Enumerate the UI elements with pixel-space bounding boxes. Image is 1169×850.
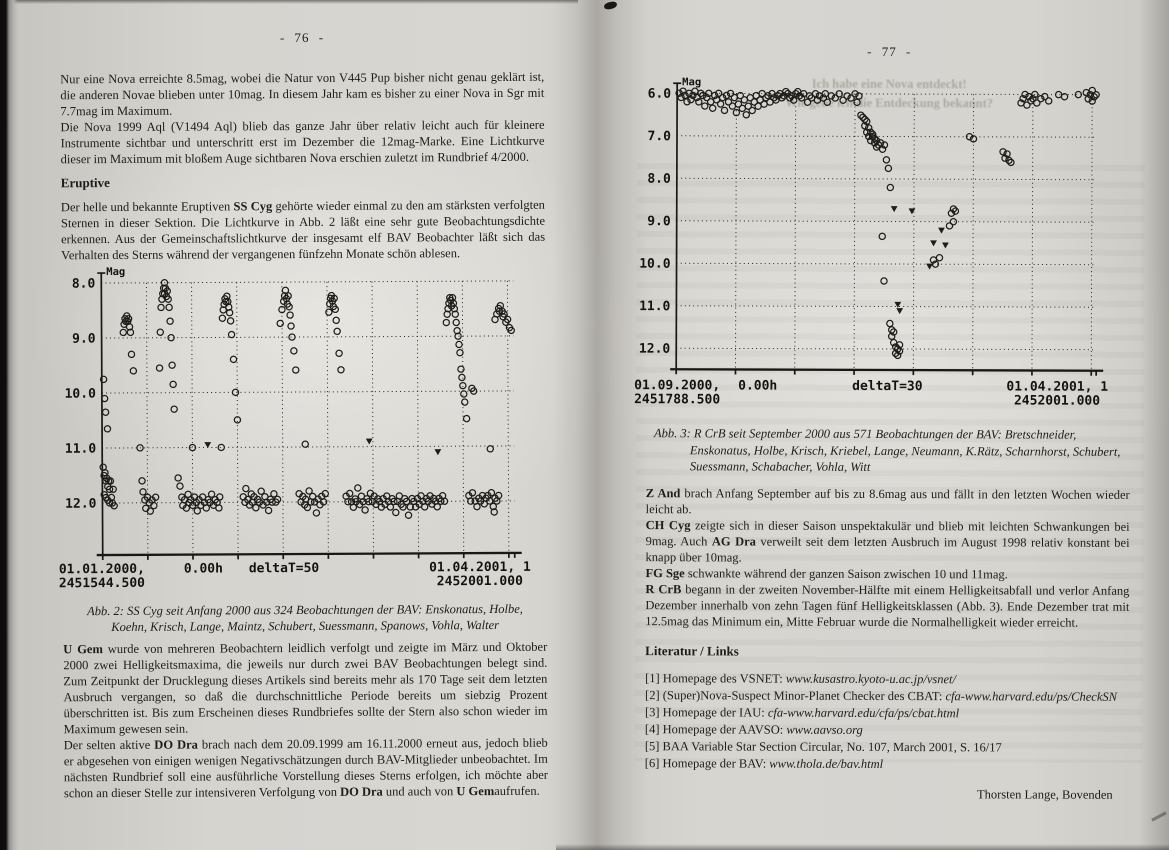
svg-text:01.01.2000,: 01.01.2000, xyxy=(59,562,145,577)
light-curve-figure-abb3: 6.0 7.0 8.0 9.0 10.0 11.0 12.0 Mag 01.09.2000, 0.… xyxy=(634,76,1131,419)
reference-item-3: [3] Homepage der IAU: cfa-www.harvard.ed… xyxy=(644,704,960,720)
paragraph-z-and: Z And brach Anfang September auf bis zu … xyxy=(645,485,1130,516)
svg-text:10.0: 10.0 xyxy=(65,387,97,402)
page-gutter-shadow xyxy=(552,0,648,850)
reference-item-2: [2] (Super)Nova-Suspect Minor-Planet Che… xyxy=(645,687,1118,704)
paragraph-u-gem: U Gem wurde von mehreren Beobachtern lei… xyxy=(63,639,548,737)
paragraph-r-crb: R CrB begann in der zweiten November-Häl… xyxy=(645,581,1130,630)
svg-text:9.0: 9.0 xyxy=(647,214,671,229)
svg-text:2452001.000: 2452001.000 xyxy=(437,574,523,589)
svg-text:deltaT=30: deltaT=30 xyxy=(852,379,923,394)
author-signature: Thorsten Lange, Bovenden xyxy=(976,786,1113,802)
scatter-plot-ss-cyg: 8.0 9.0 10.0 11.0 12.0 Mag 01.01.2000, 0.00h del… xyxy=(59,266,531,591)
svg-text:8.0: 8.0 xyxy=(72,277,96,292)
page-number: - 77 - xyxy=(867,43,912,60)
svg-text:0.00h: 0.00h xyxy=(184,561,223,576)
reference-item-1: [1] Homepage des VSNET: www.kusastro.kyo… xyxy=(645,670,957,686)
page-77: Ich habe eine Nova entdeckt! Wie gebe ic… xyxy=(634,43,1145,802)
svg-text:9.0: 9.0 xyxy=(72,332,96,347)
svg-text:7.0: 7.0 xyxy=(647,129,671,144)
svg-text:12.0: 12.0 xyxy=(639,342,671,357)
svg-text:2451788.500: 2451788.500 xyxy=(634,392,720,407)
svg-text:2452001.000: 2452001.000 xyxy=(1014,393,1100,408)
paragraph-do-dra: Der selten aktive DO Dra brach nach dem … xyxy=(63,735,548,801)
scan-left-edge xyxy=(0,0,18,850)
page-76: - 76 - Nur eine Nova erreichte 8.5mag, w… xyxy=(57,29,548,802)
scan-right-edge xyxy=(1139,0,1169,850)
svg-text:01.04.2001, 1: 01.04.2001, 1 xyxy=(429,560,531,576)
reference-item-6: [6] Homepage der BAV: www.thola.de/bav.h… xyxy=(644,755,884,771)
paragraph-ch-cyg-ag-dra: CH Cyg zeigte sich in dieser Saison unsp… xyxy=(645,517,1130,564)
svg-text:Mag: Mag xyxy=(682,77,701,88)
svg-text:0.00h: 0.00h xyxy=(738,378,777,393)
scatter-plot-r-crb: 6.0 7.0 8.0 9.0 10.0 11.0 12.0 Mag 01.09.2000, 0.… xyxy=(634,76,1108,408)
svg-text:01.09.2000,: 01.09.2000, xyxy=(634,378,720,393)
svg-text:2451544.500: 2451544.500 xyxy=(59,576,145,591)
svg-text:Mag: Mag xyxy=(106,266,125,278)
paragraph-novae-summary: Nur eine Nova erreichte 8.5mag, wobei di… xyxy=(60,69,545,119)
svg-text:01.04.2001, 1: 01.04.2001, 1 xyxy=(1006,379,1108,394)
svg-text:deltaT=50: deltaT=50 xyxy=(249,561,320,576)
paragraph-ss-cyg: Der helle und bekannte Eruptiven SS Cyg … xyxy=(60,197,546,263)
figure-caption-abb2: Abb. 2: SS Cyg seit Anfang 2000 aus 324 … xyxy=(87,601,523,635)
figure-caption-abb3: Abb. 3: R CrB seit September 2000 aus 57… xyxy=(653,426,1121,474)
paragraph-fg-sge: FG Sge schwankte während der ganzen Sais… xyxy=(645,565,1008,581)
reference-item-4: [4] Homepage der AAVSO: www.aavso.org xyxy=(644,721,863,737)
scan-bottom-edge xyxy=(556,844,1169,850)
svg-text:11.0: 11.0 xyxy=(65,442,97,457)
page-number: - 76 - xyxy=(279,29,325,46)
svg-text:6.0: 6.0 xyxy=(648,87,672,102)
light-curve-figure-abb2: 8.0 9.0 10.0 11.0 12.0 Mag 01.01.2000, 0.00h del… xyxy=(57,265,547,602)
svg-text:11.0: 11.0 xyxy=(639,299,671,314)
section-heading-eruptive: Eruptive xyxy=(60,175,110,191)
svg-text:10.0: 10.0 xyxy=(639,257,671,272)
reference-item-5: [5] BAA Variable Star Section Circular, … xyxy=(644,738,1002,754)
reference-list: [1] Homepage des VSNET: www.kusastro.kyo… xyxy=(645,671,1129,773)
svg-text:12.0: 12.0 xyxy=(65,497,97,512)
svg-text:8.0: 8.0 xyxy=(647,172,671,187)
section-heading-literatur: Literatur / Links xyxy=(645,642,739,658)
scan-top-edge xyxy=(8,0,578,4)
paragraph-nova-1999-aql: Die Nova 1999 Aql (V1494 Aql) blieb das … xyxy=(60,117,545,167)
